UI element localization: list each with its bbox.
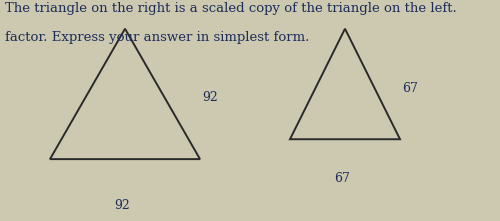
- Text: The triangle on the right is a scaled copy of the triangle on the left.: The triangle on the right is a scaled co…: [5, 2, 457, 15]
- Text: 67: 67: [402, 82, 418, 95]
- Text: 92: 92: [114, 199, 130, 212]
- Text: factor. Express your answer in simplest form.: factor. Express your answer in simplest …: [5, 31, 310, 44]
- Text: 67: 67: [334, 172, 350, 185]
- Text: 92: 92: [202, 91, 218, 104]
